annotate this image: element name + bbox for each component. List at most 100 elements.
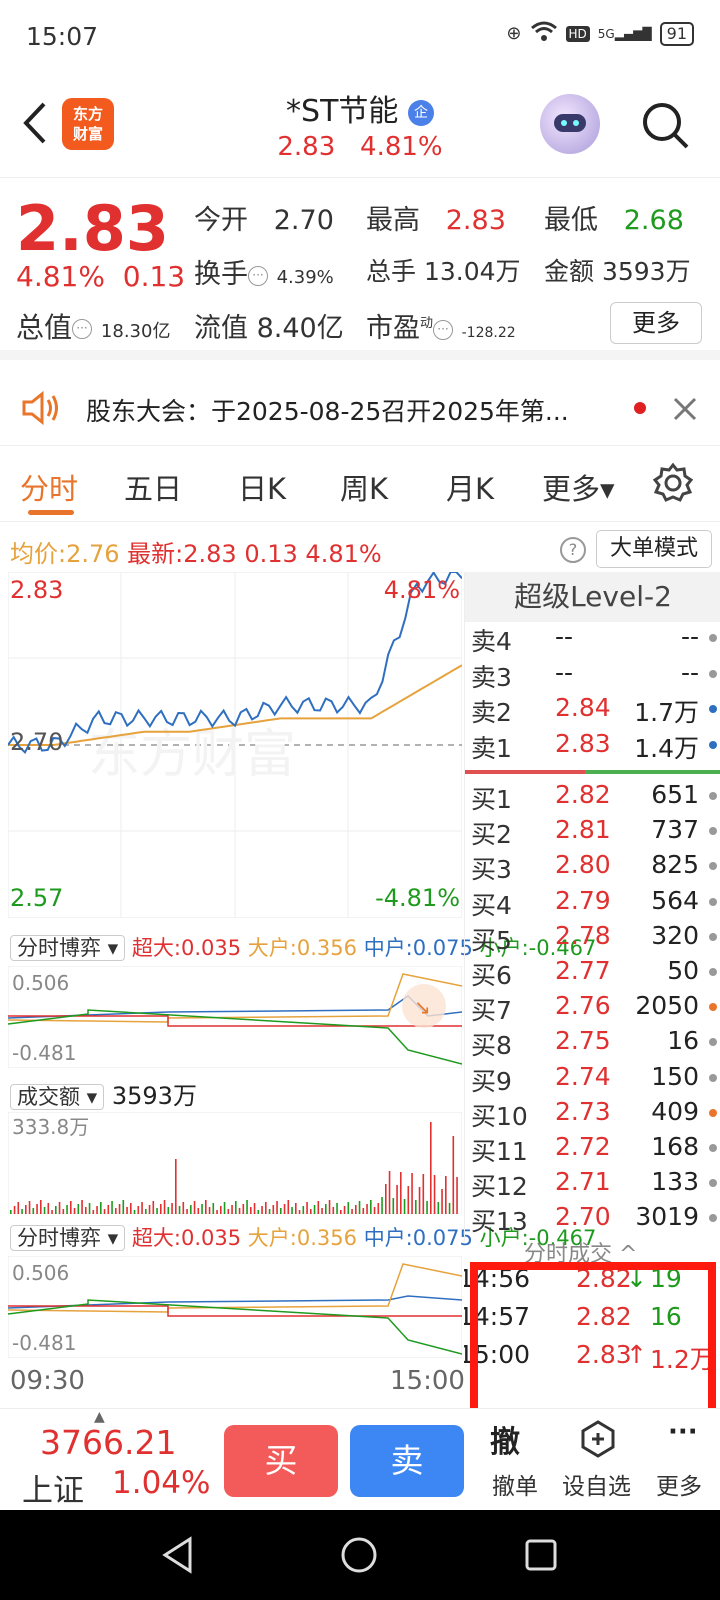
back-button[interactable] xyxy=(16,98,52,148)
volume-bar xyxy=(257,1210,260,1214)
add-favorite-button[interactable]: 设自选 xyxy=(556,1409,646,1509)
bid-row[interactable]: 买6 2.77 50 xyxy=(471,956,717,992)
volume-bar xyxy=(276,1201,278,1214)
x-end-label: 15:00 xyxy=(390,1366,465,1396)
pe-cell[interactable]: 市盈动 ··· -128.22 xyxy=(366,306,516,345)
index-value[interactable]: 3766.21 xyxy=(40,1423,177,1462)
volume-bar xyxy=(373,1207,376,1214)
volume-bar xyxy=(47,1203,50,1214)
sell-button[interactable]: 卖 xyxy=(350,1425,464,1497)
volume-bar xyxy=(448,1203,451,1214)
volume-bar xyxy=(400,1172,402,1214)
bid-divider xyxy=(585,770,720,774)
low-cell: 最低 2.68 xyxy=(544,198,684,237)
level-volume: 564 xyxy=(651,885,699,915)
system-nav-bar xyxy=(0,1510,720,1600)
ask-row[interactable]: 卖1 2.83 1.4万 xyxy=(471,729,717,765)
large-value: 0.356 xyxy=(296,936,357,960)
stock-subtitle: 2.83 4.81% xyxy=(0,132,720,162)
flow-selector-2[interactable]: 分时博弈 ▾ xyxy=(10,1225,126,1251)
volume-bar xyxy=(396,1185,398,1214)
ai-assistant-avatar[interactable] xyxy=(540,94,600,154)
bid-row[interactable]: 买5 2.78 320 xyxy=(471,921,717,957)
level-label: 买8 xyxy=(471,1031,512,1061)
tab-intraday[interactable]: 分时 xyxy=(20,472,79,506)
level2-title[interactable]: 超级Level-2 xyxy=(465,572,720,622)
recents-square-icon[interactable] xyxy=(524,1538,558,1572)
ask-row[interactable]: 卖2 2.84 1.7万 xyxy=(471,693,717,729)
volume-chart[interactable]: 333.8万 xyxy=(8,1112,462,1214)
bid-row[interactable]: 买7 2.76 2050 xyxy=(471,991,717,1027)
header-price: 2.83 xyxy=(277,132,336,162)
level-price: 2.84 xyxy=(555,693,611,722)
bid-row[interactable]: 买9 2.74 150 xyxy=(471,1062,717,1098)
tab-five-day[interactable]: 五日 xyxy=(124,472,183,506)
index-name[interactable]: 上证 xyxy=(22,1473,84,1509)
ask-row[interactable]: 卖3 -- -- xyxy=(471,658,717,694)
volume-bar xyxy=(36,1204,38,1214)
volume-bar xyxy=(40,1200,42,1214)
search-button[interactable] xyxy=(640,100,692,152)
volume-bar xyxy=(265,1202,267,1214)
intraday-price-chart[interactable]: 东方财富 2.83 2.70 2.57 4.81% -4.81% xyxy=(8,572,462,918)
buy-button[interactable]: 买 xyxy=(224,1425,338,1497)
level-label: 买3 xyxy=(471,855,512,885)
volume-bar xyxy=(178,1206,181,1214)
home-circle-icon[interactable] xyxy=(340,1536,378,1574)
bid-row[interactable]: 买2 2.81 737 xyxy=(471,815,717,851)
volume-bar xyxy=(388,1171,391,1214)
close-icon[interactable] xyxy=(672,396,698,422)
volume-bar xyxy=(137,1206,140,1214)
volume-bar xyxy=(193,1201,196,1214)
bid-row[interactable]: 买4 2.79 564 xyxy=(471,886,717,922)
level-volume: 168 xyxy=(651,1132,699,1161)
volume-cell: 总手 13.04万 xyxy=(366,252,521,288)
turnover-cell[interactable]: 换手 ··· 4.39% xyxy=(194,252,334,291)
volume-bar xyxy=(58,1202,61,1214)
bid-row[interactable]: 买3 2.80 825 xyxy=(471,850,717,886)
bid-row[interactable]: 买13 2.70 3019 xyxy=(471,1202,717,1238)
tab-daily-k[interactable]: 日K xyxy=(238,472,287,506)
big-order-mode-button[interactable]: 大单模式 xyxy=(596,530,712,568)
tab-monthly-k[interactable]: 月K xyxy=(446,472,495,506)
level-label: 买2 xyxy=(471,820,512,850)
flow-selector-1[interactable]: 分时博弈 ▾ xyxy=(10,935,126,961)
flow1-min: -0.481 xyxy=(12,1041,76,1065)
app-logo[interactable]: 东方 财富 xyxy=(62,98,114,150)
flow-chart-2[interactable]: 0.506 -0.481 xyxy=(8,1256,462,1358)
gear-icon[interactable] xyxy=(652,462,694,504)
level-volume: 2050 xyxy=(635,991,699,1021)
turnover-value: 4.39% xyxy=(276,267,334,288)
bid-row[interactable]: 买1 2.82 651 xyxy=(471,780,717,816)
volume-bar xyxy=(381,1197,383,1214)
notice-bar[interactable]: 股东大会：于2025-08-25召开2025年第... xyxy=(0,370,720,446)
quote-more-button[interactable]: 更多 xyxy=(610,302,702,344)
high-value: 2.83 xyxy=(445,205,506,236)
ask-row[interactable]: 卖4 -- -- xyxy=(471,622,717,658)
bid-row[interactable]: 买8 2.75 16 xyxy=(471,1026,717,1062)
flow-chart-1[interactable]: ↘ 0.506 -0.481 xyxy=(8,966,462,1068)
level-dot-icon xyxy=(709,1038,717,1047)
level-label: 卖2 xyxy=(471,698,512,727)
network-type: 5G xyxy=(597,26,615,41)
back-triangle-icon[interactable] xyxy=(160,1536,196,1574)
x-start-label: 09:30 xyxy=(10,1366,85,1396)
tab-more[interactable]: 更多▾ xyxy=(542,472,615,506)
volume-bar xyxy=(107,1205,110,1214)
volume-bar xyxy=(212,1203,215,1214)
svg-text:↘: ↘ xyxy=(414,995,431,1019)
volume-bar xyxy=(343,1206,346,1214)
index-pct[interactable]: 1.04% xyxy=(112,1465,211,1501)
help-icon[interactable]: ? xyxy=(560,537,586,563)
flow-selector-label: 分时博弈 xyxy=(17,1226,101,1250)
enterprise-badge-icon: 企 xyxy=(407,99,434,126)
more-actions-button[interactable]: ··· 更多 xyxy=(650,1409,720,1509)
volume-selector[interactable]: 成交额 ▾ xyxy=(10,1084,105,1110)
bid-row[interactable]: 买10 2.73 409 xyxy=(471,1097,717,1133)
latest-label: 最新: xyxy=(127,540,184,568)
tab-weekly-k[interactable]: 周K xyxy=(340,472,389,506)
total-mv[interactable]: 总值 ··· 18.30亿 xyxy=(16,306,170,346)
cancel-order-button[interactable]: 撤 撤单 xyxy=(486,1409,550,1509)
bid-row[interactable]: 买12 2.71 133 xyxy=(471,1167,717,1203)
bid-row[interactable]: 买11 2.72 168 xyxy=(471,1132,717,1168)
